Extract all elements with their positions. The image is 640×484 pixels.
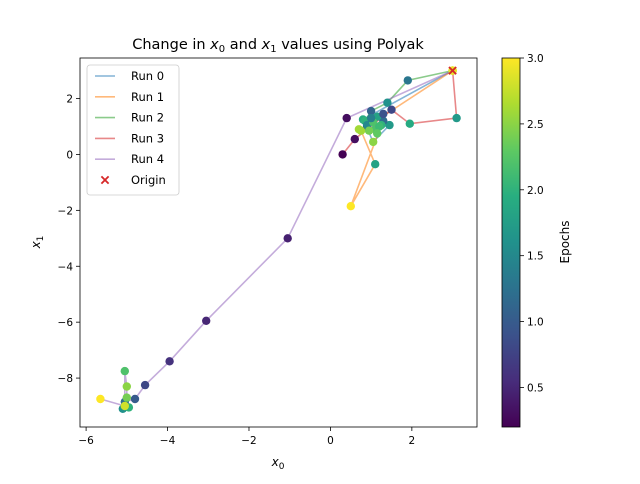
data-point-cluster-3 (375, 122, 384, 131)
colorbar-ticks: 0.5 1.0 1.5 2.0 2.5 3.0 (520, 53, 544, 394)
title-suffix: values using Polyak (277, 37, 425, 53)
legend-label-origin: Origin (131, 173, 166, 187)
data-point-run-0-2 (369, 137, 378, 147)
plot-frame (79, 57, 478, 428)
legend-label-run-1: Run 1 (131, 90, 164, 104)
colorbar-tick-label: 3.0 (527, 53, 544, 65)
title-sub0: 0 (219, 44, 225, 55)
data-point-run-4-2 (283, 234, 292, 243)
legend: Run 0 Run 1 Run 2 Run 3 Run 4 Origin (86, 64, 180, 196)
colorbar-tick-label: 2.5 (527, 119, 544, 131)
data-point-run-3-5 (338, 150, 347, 159)
data-point-run-2-2 (383, 98, 392, 107)
data-point-run-1-4 (346, 202, 355, 211)
xlabel-base: x (271, 455, 280, 469)
data-point-cluster-4 (364, 126, 374, 135)
data-point-cluster-7 (373, 129, 382, 138)
data-point-run-3-4 (350, 134, 359, 144)
xlabel-sub: 0 (279, 462, 285, 472)
y-tick-label: −4 (58, 261, 74, 273)
x-tick-label: −6 (78, 435, 94, 447)
x-tick-label: −2 (241, 435, 256, 447)
data-point-run-3-1 (452, 113, 461, 123)
colorbar (501, 57, 521, 428)
chart-title: Change in x0 and x1 values using Polyak (132, 37, 424, 55)
data-point-run-0-3 (385, 120, 394, 130)
x-axis-ticks: −6 −4 −2 0 2 (78, 427, 415, 447)
data-points (96, 66, 461, 413)
data-point-run-2-1 (403, 76, 412, 85)
data-point-run-4-1 (342, 113, 351, 123)
y-axis-ticks: −8 −6 −4 −2 0 2 (58, 94, 80, 385)
legend-label-run-4: Run 4 (131, 152, 164, 166)
data-point-run-3-3 (387, 105, 396, 114)
y-tick-label: −8 (58, 373, 73, 385)
legend-label-run-2: Run 2 (131, 111, 164, 125)
data-point-run-4-11 (122, 382, 131, 391)
data-point-run-4-5 (140, 380, 150, 390)
colorbar-label: Epochs (558, 221, 572, 264)
data-point-run-3-2 (405, 119, 414, 128)
data-point-run-4-4 (165, 357, 174, 366)
y-tick-label: 2 (66, 94, 73, 106)
series-line-run-1 (350, 69, 454, 207)
colorbar-tick-label: 2.0 (527, 185, 544, 197)
legend-label-run-3: Run 3 (131, 131, 164, 145)
data-point-cluster-5 (366, 113, 376, 123)
data-point-run-4-6 (130, 394, 140, 404)
y-tick-label: −6 (58, 317, 74, 329)
title-x1: x (261, 37, 271, 53)
colorbar-tick-label: 0.5 (527, 382, 544, 394)
x-tick-label: 0 (327, 435, 334, 447)
title-x0: x (209, 37, 219, 53)
legend-label-run-0: Run 0 (131, 69, 164, 83)
y-tick-label: 0 (66, 149, 73, 161)
data-point-run-4-10 (122, 393, 131, 402)
data-point-run-4-12 (120, 366, 129, 376)
y-tick-label: −2 (58, 205, 73, 217)
title-mid: and (225, 37, 262, 53)
origin-marker (448, 66, 457, 75)
data-point-run-2-3 (366, 106, 376, 116)
data-point-cluster-0 (354, 125, 364, 134)
x-tick-label: 2 (409, 435, 416, 447)
title-prefix: Change in (132, 37, 210, 53)
data-point-run-1-3 (371, 160, 380, 169)
data-point-cluster-6 (379, 109, 388, 119)
data-point-run-4-14 (96, 394, 105, 404)
colorbar-tick-label: 1.5 (527, 251, 544, 263)
data-point-run-4-13 (120, 401, 129, 411)
data-point-run-4-3 (202, 316, 211, 325)
title-sub1: 1 (270, 44, 276, 55)
legend-marker-origin (100, 175, 110, 185)
x-axis-label: x0 (271, 455, 285, 472)
colorbar-tick-label: 1.0 (527, 317, 544, 329)
ylabel-base: x (29, 240, 43, 249)
x-tick-label: −4 (160, 435, 176, 447)
origin-marker-layer (448, 66, 457, 75)
ylabel-sub: 1 (36, 236, 46, 242)
y-axis-label: x1 (29, 236, 46, 250)
